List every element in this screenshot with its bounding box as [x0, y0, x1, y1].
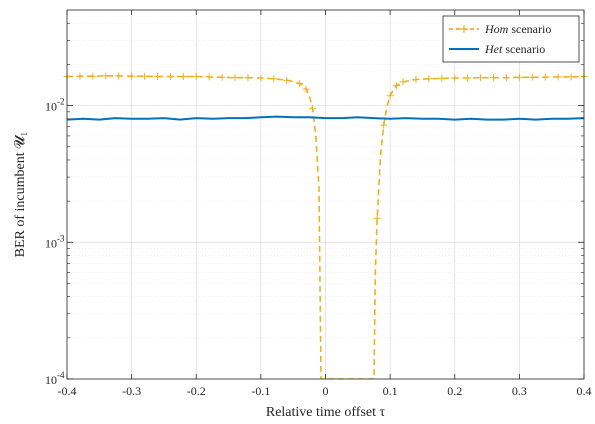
legend-label-het-italic: Het [484, 42, 503, 56]
series-marker-0 [141, 72, 149, 80]
series-marker-0 [192, 73, 200, 81]
x-tick-label: 0.4 [577, 384, 592, 398]
series-layer [63, 72, 588, 379]
x-axis-label: Relative time offset τ [266, 405, 386, 420]
series-marker-0 [412, 76, 420, 84]
series-marker-0 [502, 74, 510, 82]
series-marker-0 [205, 73, 213, 81]
series-marker-0 [425, 75, 433, 83]
series-marker-0 [102, 72, 110, 80]
series-marker-0 [399, 78, 407, 86]
series-marker-0 [283, 76, 291, 84]
series-marker-0 [309, 105, 317, 113]
series-marker-0 [257, 74, 265, 82]
series-line-0 [67, 75, 584, 379]
series-marker-0 [244, 74, 252, 82]
series-marker-0 [554, 73, 562, 81]
series-marker-0 [373, 214, 381, 222]
series-marker-0 [477, 74, 485, 82]
series-marker-0 [76, 72, 84, 80]
series-marker-0 [115, 72, 123, 80]
series-marker-0 [302, 85, 310, 93]
series-marker-0 [464, 74, 472, 82]
series-marker-0 [179, 73, 187, 81]
x-tick-label: -0.3 [122, 384, 141, 398]
ticks: -0.4 -0.3 -0.2 -0.1 0 0.1 0.2 0.3 0.4 10-4 10-3 10-… [45, 10, 592, 398]
series-marker-0 [380, 121, 388, 129]
series-marker-0 [153, 73, 161, 81]
series-marker-0 [128, 72, 136, 80]
series-marker-0 [393, 82, 401, 90]
series-marker-0 [541, 73, 549, 81]
series-marker-0 [89, 72, 97, 80]
grid [66, 10, 585, 380]
legend-label-hom-italic: Hom [484, 22, 509, 36]
series-marker-0 [296, 80, 304, 88]
legend: Hom scenario Het scenario [442, 15, 580, 63]
series-marker-0 [515, 73, 523, 81]
legend-box [442, 15, 580, 63]
x-tick-label: 0.3 [512, 384, 527, 398]
legend-marker-hom [460, 25, 468, 33]
series-marker-0 [567, 73, 575, 81]
series-marker-0 [386, 92, 394, 100]
y-tick-label: 10-3 [45, 233, 65, 250]
y-tick-label: 10-4 [45, 370, 65, 387]
legend-label-het: Het scenario [484, 42, 545, 56]
legend-label-hom: Hom scenario [484, 22, 551, 36]
y-tick-label: 10-2 [45, 97, 65, 114]
series-marker-0 [528, 73, 536, 81]
y-axis-label: BER of incumbent 𝓤₁ [13, 132, 28, 258]
x-tick-label: 0.2 [447, 384, 462, 398]
series-line-1 [67, 115, 584, 121]
series-marker-0 [451, 74, 459, 82]
series-marker-0 [490, 74, 498, 82]
legend-label-het-rest: scenario [502, 42, 545, 56]
x-tick-label: -0.4 [58, 384, 77, 398]
x-tick-label: 0.1 [383, 384, 398, 398]
x-tick-label: -0.1 [251, 384, 270, 398]
series-marker-0 [231, 74, 239, 82]
legend-label-hom-rest: scenario [508, 22, 551, 36]
x-tick-label: 0 [323, 384, 329, 398]
series-marker-0 [218, 73, 226, 81]
series-marker-0 [270, 75, 278, 83]
series-marker-0 [438, 74, 446, 82]
x-tick-label: -0.2 [187, 384, 206, 398]
series-marker-0 [166, 73, 174, 81]
